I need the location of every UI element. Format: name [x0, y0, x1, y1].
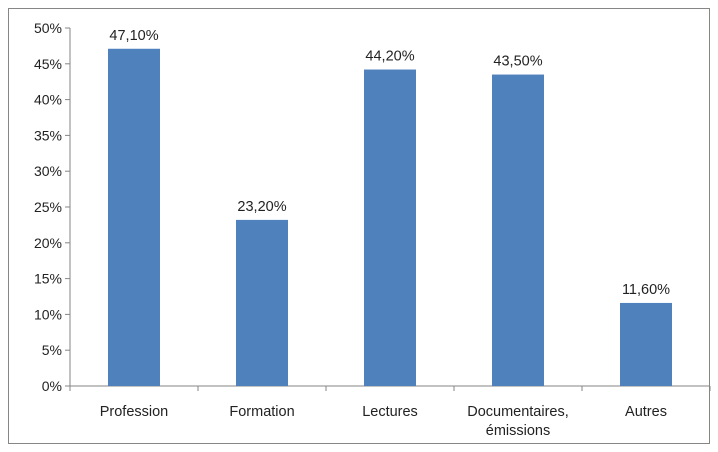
y-tick-label: 30%: [34, 163, 62, 179]
x-tick-label: émissions: [486, 423, 550, 439]
y-tick-label: 35%: [34, 127, 62, 143]
data-label: 11,60%: [622, 282, 670, 298]
y-tick-label: 5%: [42, 342, 62, 358]
data-label: 44,20%: [365, 49, 414, 65]
y-tick-label: 50%: [34, 20, 62, 36]
y-tick-label: 0%: [42, 378, 62, 394]
data-label: 23,20%: [237, 199, 286, 215]
x-tick-label: Autres: [625, 404, 667, 420]
bar: [236, 219, 288, 386]
x-tick-label: Profession: [100, 404, 169, 420]
y-tick-label: 40%: [34, 92, 62, 108]
x-tick-label: Lectures: [362, 404, 418, 420]
y-tick-label: 45%: [34, 56, 62, 72]
bar: [108, 48, 160, 386]
bar: [620, 302, 672, 386]
data-label: 47,10%: [109, 28, 158, 44]
y-tick-label: 10%: [34, 306, 62, 322]
x-tick-label: Documentaires,: [467, 404, 569, 420]
y-tick-label: 15%: [34, 271, 62, 287]
bar: [492, 74, 544, 386]
x-tick-label: Formation: [229, 404, 294, 420]
bar: [364, 69, 416, 386]
y-tick-label: 20%: [34, 235, 62, 251]
data-label: 43,50%: [493, 54, 542, 70]
y-tick-label: 25%: [34, 199, 62, 215]
